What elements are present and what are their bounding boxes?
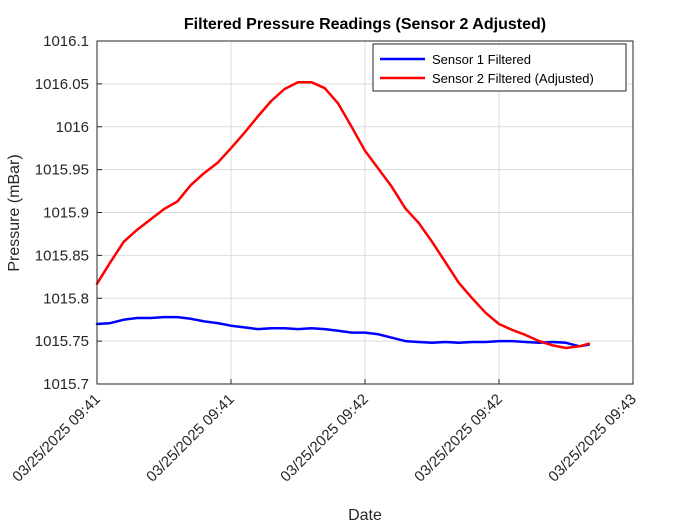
y-tick-label: 1015.85 (35, 247, 89, 264)
y-axis-ticks: 1015.7 1015.75 1015.8 1015.85 1015.9 1015.95 1… (35, 33, 102, 393)
legend-label-sensor-1: Sensor 1 Filtered (432, 52, 531, 67)
y-tick-label: 1015.8 (43, 290, 89, 307)
series-line-1 (95, 315, 591, 348)
legend-box (372, 43, 627, 92)
y-tick-label: 1016.1 (43, 33, 89, 50)
y-tick-label: 1016.05 (35, 76, 89, 93)
series-layer (95, 80, 591, 350)
legend-label-sensor-2: Sensor 2 Filtered (Adjusted) (432, 71, 594, 86)
x-axis-label: Date (348, 507, 382, 524)
y-axis-label: Pressure (mBar) (6, 154, 23, 271)
series-line-2 (95, 80, 591, 350)
legend: Sensor 1 Filtered Sensor 2 Filtered (Adj… (372, 43, 627, 92)
y-tick-label: 1016 (56, 119, 89, 136)
y-tick-label: 1015.9 (43, 205, 89, 222)
y-tick-label: 1015.75 (35, 333, 89, 350)
y-tick-label: 1015.7 (43, 376, 89, 393)
chart-title: Filtered Pressure Readings (Sensor 2 Adj… (184, 16, 546, 33)
y-tick-label: 1015.95 (35, 162, 89, 179)
